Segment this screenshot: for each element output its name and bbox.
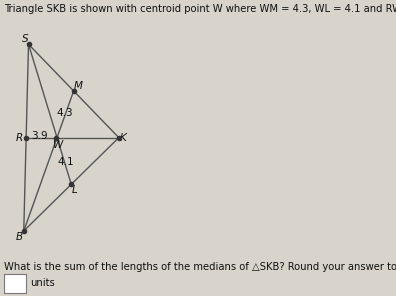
Text: R: R: [16, 133, 23, 143]
Text: Triangle SKB is shown with centroid point W where WM = 4.3, WL = 4.1 and RW = 3.: Triangle SKB is shown with centroid poin…: [4, 4, 396, 15]
Text: L: L: [72, 186, 78, 195]
Text: What is the sum of the lengths of the medians of △SKB? Round your answer to the : What is the sum of the lengths of the me…: [4, 262, 396, 272]
Text: S: S: [22, 34, 28, 44]
Text: 4.1: 4.1: [58, 157, 74, 167]
Text: units: units: [30, 278, 55, 288]
Text: M: M: [74, 81, 83, 91]
Text: K: K: [120, 133, 126, 143]
Text: B: B: [16, 232, 23, 242]
Text: W: W: [53, 139, 63, 149]
Text: 3.9: 3.9: [31, 131, 48, 141]
Text: 4.3: 4.3: [56, 108, 73, 118]
